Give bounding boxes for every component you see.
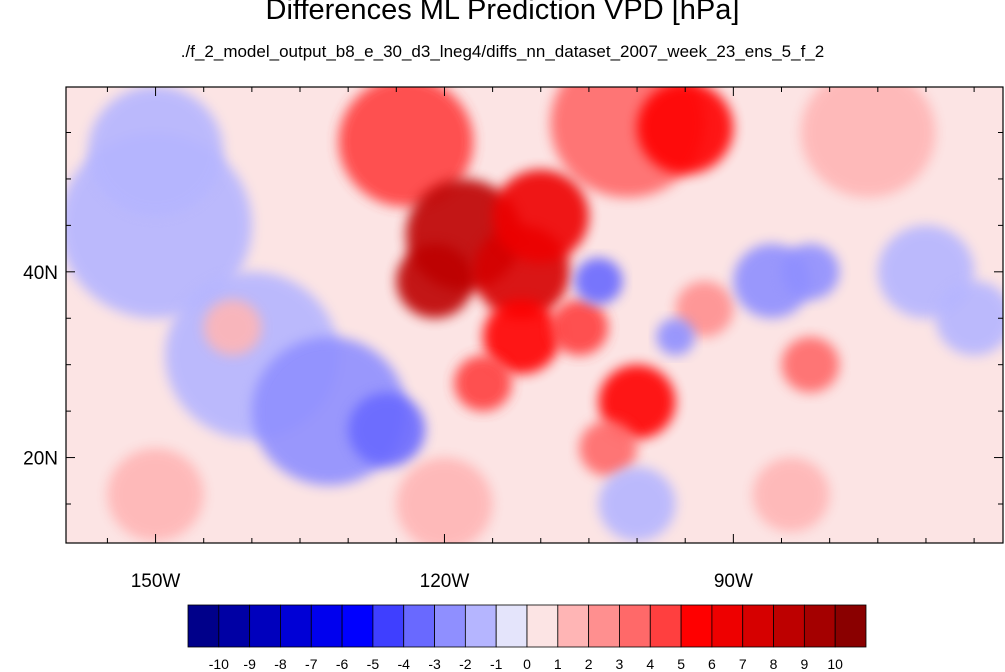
colorbar-label: 8: [770, 656, 778, 672]
axis-ticks: 150W 120W 90W 20N 40N: [23, 87, 1003, 592]
colorbar-label: 4: [646, 656, 654, 672]
anomaly-region: [675, 281, 734, 337]
anomaly-region: [656, 318, 695, 356]
y-tick-label: 40N: [23, 263, 58, 284]
map-field: [66, 87, 1003, 543]
anomaly-region: [598, 364, 676, 439]
colorbar-swatch: [495, 604, 528, 648]
anomaly-region: [348, 392, 426, 467]
colorbar-swatch: [218, 604, 251, 648]
anomaly-region: [396, 457, 493, 543]
anomaly-region: [800, 87, 936, 198]
colorbar-swatch: [557, 604, 590, 648]
colorbar-swatch: [403, 604, 435, 648]
anomaly-region: [752, 457, 830, 532]
colorbar-label: 10: [827, 656, 843, 672]
colorbar-label: -1: [490, 656, 503, 672]
chart-subtitle: ./f_2_model_output_b8_e_30_d3_lneg4/diff…: [180, 42, 825, 61]
colorbar-label: -4: [398, 656, 411, 672]
colorbar-swatch: [310, 604, 343, 648]
anomaly-region: [203, 299, 262, 356]
anomaly-region: [781, 243, 840, 300]
colorbar-label: -7: [305, 656, 318, 672]
chart-title: Differences ML Prediction VPD [hPa]: [265, 0, 740, 26]
colorbar-swatch: [434, 604, 466, 648]
colorbar-label: 3: [616, 656, 624, 672]
anomaly-region: [781, 336, 840, 393]
anomaly-region: [482, 299, 561, 374]
colorbar-swatch: [742, 604, 774, 648]
plot-frame: [65, 86, 1004, 544]
colorbar-swatch: [834, 604, 867, 648]
colorbar-label: 6: [708, 656, 716, 672]
colorbar-label: -6: [336, 656, 349, 672]
colorbar-label: -2: [459, 656, 472, 672]
anomaly-region: [88, 87, 223, 217]
anomaly-region: [637, 87, 734, 175]
colorbar-label: 7: [739, 656, 747, 672]
colorbar: -10 -9 -8 -7 -6 -5 -4 -3 -2 -1 0 1 2 3 4 5 6 7 8 9 10: [187, 604, 867, 672]
colorbar-label: 0: [523, 656, 531, 672]
colorbar-label: -5: [367, 656, 380, 672]
y-tick-label: 20N: [23, 449, 58, 470]
x-tick-label: 90W: [714, 571, 753, 592]
colorbar-swatch: [464, 604, 497, 648]
colorbar-swatch: [649, 604, 682, 648]
anomaly-region: [935, 281, 1003, 356]
colorbar-swatch: [680, 604, 713, 648]
x-tick-label: 150W: [131, 571, 181, 592]
anomaly-region: [396, 243, 474, 319]
colorbar-label: -10: [209, 656, 229, 672]
colorbar-label: 2: [585, 656, 593, 672]
colorbar-swatch: [619, 604, 651, 648]
anomaly-region: [579, 420, 638, 477]
colorbar-swatch: [773, 604, 805, 648]
anomaly-region: [574, 257, 623, 305]
colorbar-swatch: [280, 604, 312, 648]
anomaly-region: [107, 448, 204, 542]
colorbar-swatch: [341, 604, 374, 648]
colorbar-swatch: [249, 604, 281, 648]
colorbar-swatch: [372, 604, 405, 648]
x-tick-label: 120W: [420, 571, 470, 592]
colorbar-label: -8: [274, 656, 287, 672]
anomaly-region: [492, 169, 589, 263]
colorbar-swatch: [588, 604, 620, 648]
colorbar-label: 1: [554, 656, 562, 672]
colorbar-swatch: [187, 604, 220, 648]
colorbar-label: -9: [243, 656, 256, 672]
colorbar-swatch: [526, 604, 559, 648]
colorbar-swatch: [711, 604, 744, 648]
colorbar-label: 5: [677, 656, 685, 672]
anomaly-region: [550, 299, 609, 356]
colorbar-swatch: [803, 604, 836, 648]
colorbar-label: 9: [800, 656, 808, 672]
anomaly-region: [598, 466, 676, 542]
anomaly-region: [454, 355, 512, 412]
anomaly-region: [338, 87, 474, 207]
colorbar-label: -3: [428, 656, 441, 672]
